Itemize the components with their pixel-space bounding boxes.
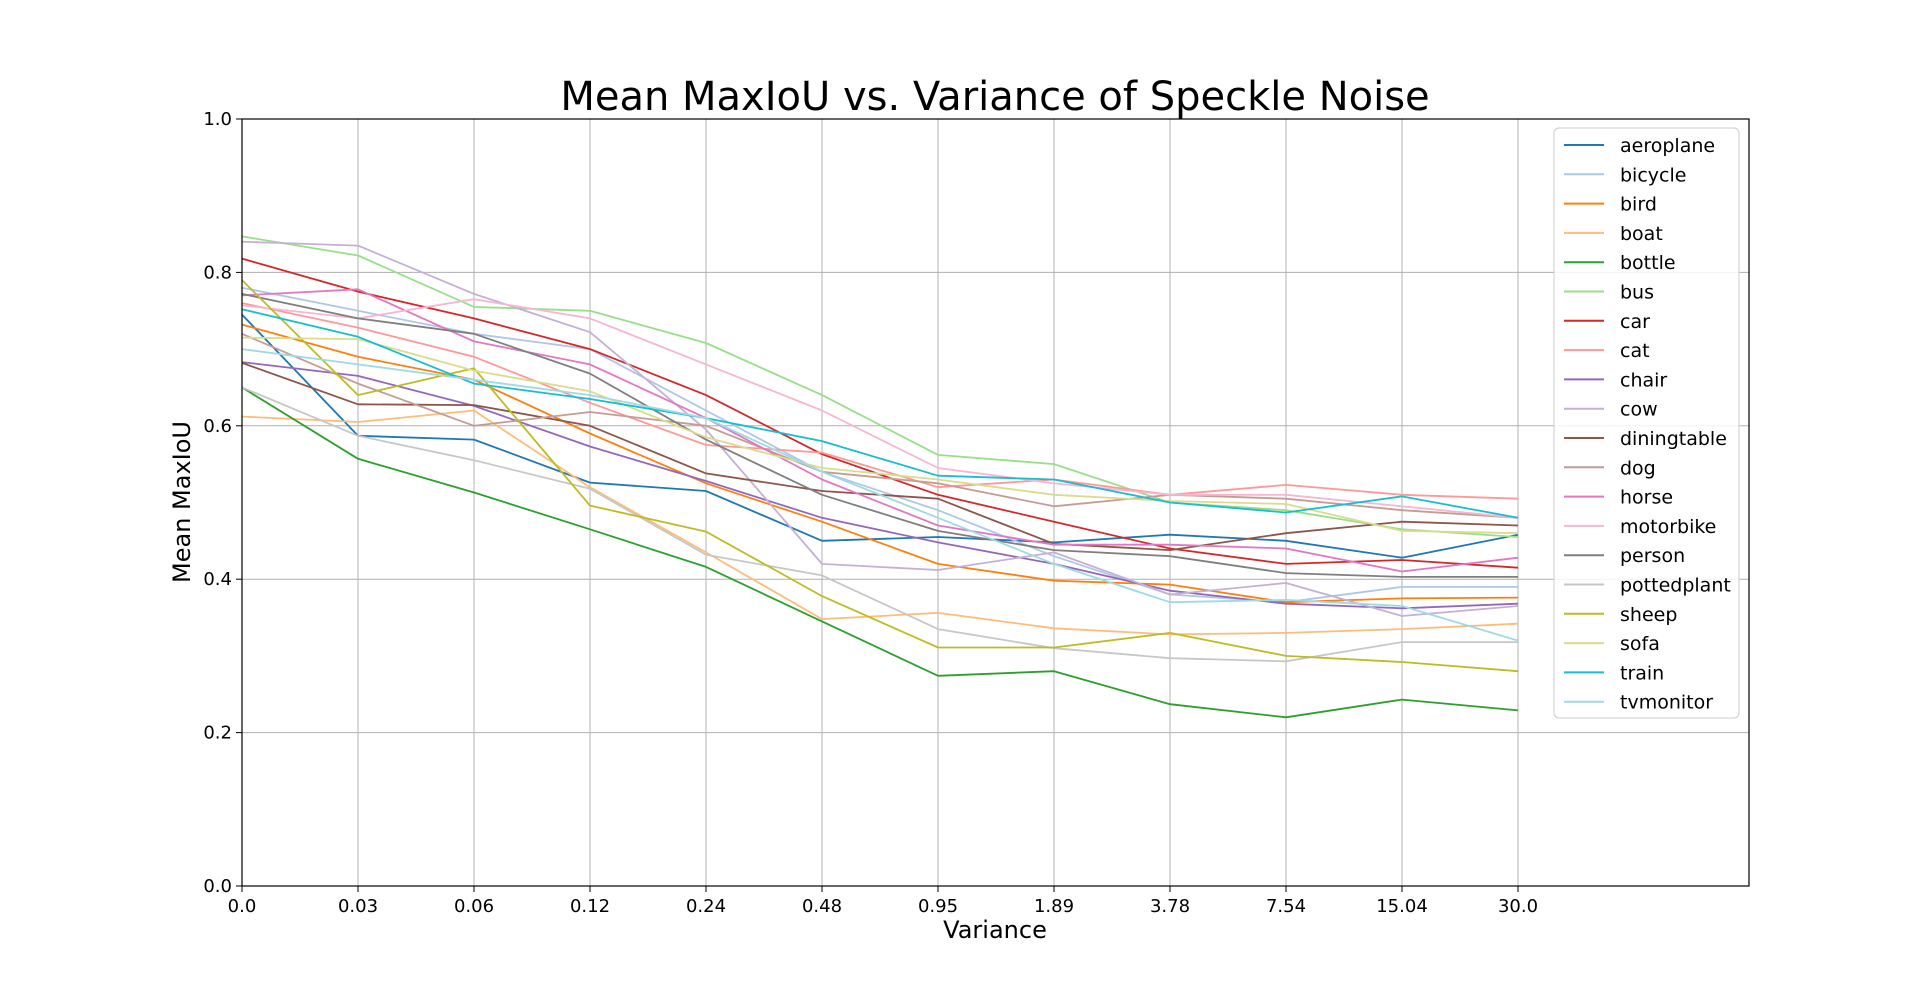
legend-label: dog (1620, 457, 1656, 479)
legend-label: motorbike (1620, 516, 1716, 538)
series-line-bottle (241, 386, 1519, 719)
legend-label: cow (1620, 399, 1658, 421)
legend-box (1553, 127, 1740, 719)
series-line-cat (241, 302, 1519, 500)
y-axis-label: Mean MaxIoU (168, 421, 196, 583)
series-line-horse (241, 288, 1519, 573)
legend-label: sheep (1620, 604, 1677, 626)
series-line-person (241, 293, 1518, 578)
x-tick-label: 0.06 (454, 896, 494, 917)
series-line-chair (241, 361, 1519, 610)
series-line-motorbike (241, 298, 1519, 519)
legend-label: cat (1620, 340, 1650, 362)
x-axis-ticks: 0.0 0.03 0.06 0.12 0.24 0.48 0.95 1.89 3.78 7.54 1… (228, 886, 1538, 917)
x-tick-label: 30.0 (1498, 896, 1538, 917)
series-line-sheep (241, 279, 1519, 673)
series-line-cow (241, 240, 1519, 617)
series-group (241, 235, 1519, 719)
x-axis-label: Variance (943, 916, 1047, 944)
legend-label: sofa (1620, 633, 1660, 655)
x-tick-label: 0.48 (802, 896, 842, 917)
y-tick-label: 0.2 (203, 723, 232, 744)
y-tick-label: 1.0 (203, 109, 232, 130)
x-tick-label: 0.24 (686, 896, 726, 917)
x-tick-label: 0.0 (228, 896, 257, 917)
legend-label: boat (1620, 223, 1663, 245)
y-tick-label: 0.6 (203, 416, 232, 437)
series-line-train (241, 308, 1519, 519)
legend-label: bicycle (1620, 164, 1686, 186)
legend-label: bus (1620, 282, 1654, 304)
series-line-tvmonitor (241, 348, 1519, 642)
legend-label: tvmonitor (1620, 692, 1713, 714)
x-tick-label: 3.78 (1150, 896, 1190, 917)
legend-label: bottle (1620, 252, 1676, 274)
series-line-sofa (241, 336, 1519, 535)
legend: aeroplane bicycle bird boat bottle bus car cat c… (1553, 127, 1740, 719)
legend-label: aeroplane (1620, 135, 1715, 157)
series-line-boat (241, 409, 1519, 636)
legend-label: chair (1620, 369, 1667, 391)
x-tick-label: 0.95 (918, 896, 958, 917)
x-tick-label: 0.12 (570, 896, 610, 917)
legend-label: train (1620, 662, 1664, 684)
plot-frame (241, 118, 1750, 887)
legend-label: bird (1620, 194, 1657, 216)
legend-label: diningtable (1620, 428, 1727, 450)
y-tick-label: 0.8 (203, 262, 232, 283)
legend-label: pottedplant (1620, 575, 1731, 597)
legend-label: car (1620, 311, 1650, 333)
y-tick-label: 0.4 (203, 569, 232, 590)
grid (241, 118, 1749, 887)
x-tick-label: 0.03 (338, 896, 378, 917)
y-tick-label: 0.0 (203, 876, 232, 897)
series-line-pottedplant (241, 386, 1518, 663)
x-tick-label: 7.54 (1266, 896, 1306, 917)
legend-label: horse (1620, 487, 1673, 509)
series-line-dog (241, 332, 1519, 519)
series-line-aeroplane (241, 313, 1519, 559)
x-tick-label: 1.89 (1034, 896, 1074, 917)
series-line-bicycle (241, 286, 1518, 604)
chart-title: Mean MaxIoU vs. Variance of Speckle Nois… (560, 74, 1429, 120)
series-line-bus (241, 235, 1519, 538)
y-axis-ticks: 0.0 0.2 0.4 0.6 0.8 1.0 (203, 109, 242, 897)
x-tick-label: 15.04 (1376, 896, 1428, 917)
legend-label: person (1620, 545, 1685, 567)
